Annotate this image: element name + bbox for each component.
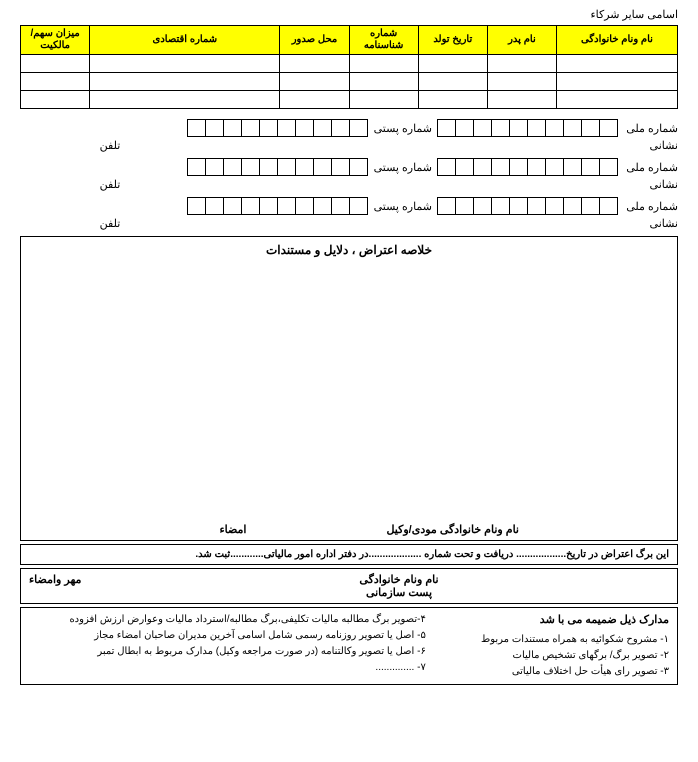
th-birth: تاریخ تولد (418, 26, 487, 55)
postal-cells[interactable] (188, 197, 368, 215)
phone-label: تلفن (20, 217, 210, 230)
phone-label: تلفن (20, 178, 210, 191)
th-name: نام ونام خانوادگی (556, 26, 677, 55)
th-idno: شماره شناسنامه (349, 26, 418, 55)
page-title: اسامی سایر شرکاء (20, 8, 678, 21)
address-label: نشانی (618, 217, 678, 230)
official-post-label: پست سازمانی (129, 586, 669, 599)
address-label: نشانی (618, 178, 678, 191)
address-label: نشانی (618, 139, 678, 152)
national-id-label: شماره ملی (618, 161, 678, 174)
registration-box: این برگ اعتراض در تاریخ.................… (20, 544, 678, 565)
national-id-cells[interactable] (438, 197, 618, 215)
postal-label: شماره پستی (368, 200, 438, 213)
attach-item: ۴-تصویر برگ مطالبه مالیات تکلیفی،برگ مطا… (29, 612, 426, 628)
id-section: شماره ملی شماره پستی نشانی تلفن شماره مل… (20, 119, 678, 230)
registration-line: این برگ اعتراض در تاریخ.................… (195, 549, 669, 560)
national-id-cells[interactable] (438, 158, 618, 176)
summary-title: خلاصه اعتراض ، دلایل و مستندات (29, 243, 669, 257)
attach-item: ۵- اصل یا تصویر روزنامه رسمی شامل اسامی … (29, 628, 426, 644)
national-id-cells[interactable] (438, 119, 618, 137)
attachments-box: مدارک ذیل ضمیمه می با شد ۱- مشروح شکوائی… (20, 607, 678, 685)
partners-table: نام ونام خانوادگی نام پدر تاریخ تولد شما… (20, 25, 678, 109)
postal-label: شماره پستی (368, 161, 438, 174)
national-id-label: شماره ملی (618, 200, 678, 213)
postal-label: شماره پستی (368, 122, 438, 135)
summary-body[interactable] (29, 263, 669, 523)
postal-cells[interactable] (188, 119, 368, 137)
official-stamp-label: مهر وامضاء (29, 573, 129, 599)
attach-item: ۳- تصویر رای هیأت حل اختلاف مالیاتی (426, 664, 669, 680)
summary-box: خلاصه اعتراض ، دلایل و مستندات نام ونام … (20, 236, 678, 541)
th-share: میزان سهم/مالکیت (21, 26, 90, 55)
official-name-label: نام ونام خانوادگی (129, 573, 669, 586)
table-row (21, 73, 678, 91)
attachments-title: مدارک ذیل ضمیمه می با شد (426, 612, 669, 630)
official-box: نام ونام خانوادگی پست سازمانی مهر وامضاء (20, 568, 678, 604)
national-id-label: شماره ملی (618, 122, 678, 135)
postal-cells[interactable] (188, 158, 368, 176)
table-row (21, 55, 678, 73)
attach-item: ۱- مشروح شکوائیه به همراه مستندات مربوط (426, 632, 669, 648)
th-econ: شماره اقتصادی (90, 26, 280, 55)
attach-item: ۶- اصل یا تصویر وکالتنامه (در صورت مراجع… (29, 644, 426, 660)
phone-label: تلفن (20, 139, 210, 152)
summary-sign-label: امضاء (219, 523, 246, 536)
summary-name-label: نام ونام خانوادگی مودی/وکیل (386, 523, 519, 536)
attach-item: ۷- .............. (29, 660, 426, 676)
th-father: نام پدر (487, 26, 556, 55)
th-issue: محل صدور (280, 26, 349, 55)
table-row (21, 91, 678, 109)
attach-item: ۲- تصویر برگ/ برگهای تشخیص مالیات (426, 648, 669, 664)
